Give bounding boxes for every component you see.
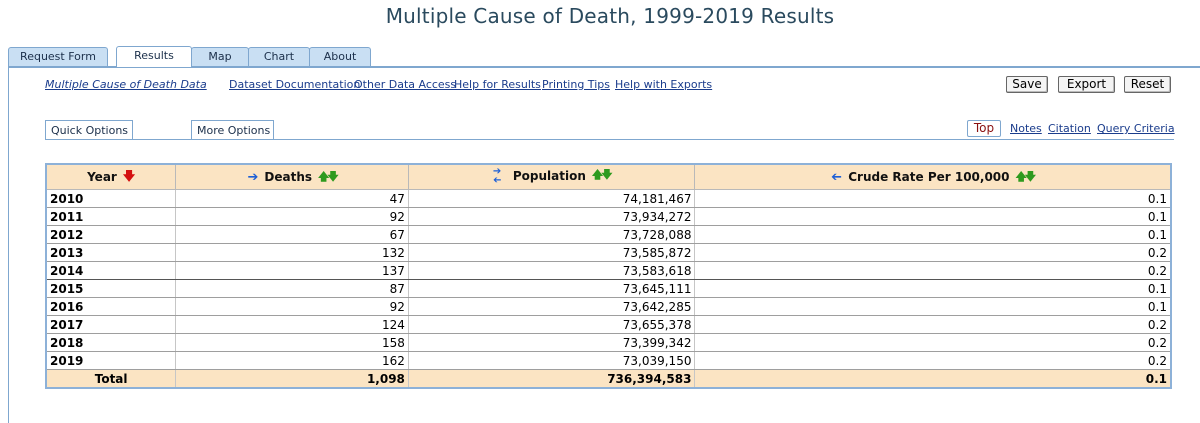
table-row: 2019 162 73,039,150 0.2 — [45, 351, 1172, 370]
year-cell: 2016 — [45, 297, 177, 316]
tab-chart[interactable]: Chart — [248, 47, 310, 66]
help-for-results-link[interactable]: Help for Results — [454, 78, 541, 91]
table-row: 2013 132 73,585,872 0.2 — [45, 243, 1172, 262]
crude-rate-cell: 0.1 — [694, 189, 1172, 208]
population-cell: 73,039,150 — [407, 351, 696, 370]
crude-rate-header-label: Crude Rate Per 100,000 — [848, 170, 1010, 184]
table-row: 2016 92 73,642,285 0.1 — [45, 297, 1172, 316]
deaths-cell: 124 — [175, 315, 409, 334]
page-title: Multiple Cause of Death, 1999-2019 Resul… — [385, 4, 835, 28]
year-cell: 2010 — [45, 189, 177, 208]
options-divider — [46, 139, 1174, 140]
blue-swap-arrows-icon[interactable]: ➔ ➔ — [492, 165, 502, 186]
year-cell: 2013 — [45, 243, 177, 262]
tab-divider — [8, 66, 1200, 68]
population-cell: 73,655,378 — [407, 315, 696, 334]
export-button[interactable]: Export — [1058, 76, 1115, 93]
crude-rate-cell: 0.2 — [694, 315, 1172, 334]
crude-rate-cell: 0.1 — [694, 207, 1172, 226]
table-row: 2012 67 73,728,088 0.1 — [45, 225, 1172, 244]
deaths-header-label: Deaths — [264, 170, 313, 184]
year-cell: 2015 — [45, 279, 177, 298]
year-cell: 2014 — [45, 261, 177, 280]
table-row: 2018 158 73,399,342 0.2 — [45, 333, 1172, 352]
deaths-cell: 87 — [175, 279, 409, 298]
table-row: 2014 137 73,583,618 0.2 — [45, 261, 1172, 280]
total-population-cell: 736,394,583 — [407, 369, 696, 389]
tab-request-form[interactable]: Request Form — [8, 47, 108, 66]
crude-rate-cell: 0.2 — [694, 351, 1172, 370]
year-cell: 2018 — [45, 333, 177, 352]
deaths-cell: 158 — [175, 333, 409, 352]
population-cell: 73,728,088 — [407, 225, 696, 244]
help-with-exports-link[interactable]: Help with Exports — [615, 78, 713, 91]
crude-rate-cell: 0.2 — [694, 261, 1172, 280]
population-header-label: Population — [512, 168, 586, 183]
deaths-cell: 47 — [175, 189, 409, 208]
crude-rate-column-header[interactable]: ➔ Crude Rate Per 100,000 🡅🡇 — [694, 163, 1172, 190]
total-label-cell: Total — [45, 369, 177, 389]
other-data-access-link[interactable]: Other Data Access — [354, 78, 457, 91]
crude-rate-cell: 0.2 — [694, 243, 1172, 262]
reset-button[interactable]: Reset — [1124, 76, 1171, 93]
table-header-row: Year 🡇 ➔ Deaths 🡅🡇 ➔ ➔ Population 🡅🡇 — [45, 163, 1172, 190]
citation-link[interactable]: Citation — [1048, 122, 1091, 135]
dataset-name-link[interactable]: Multiple Cause of Death Data — [45, 78, 207, 91]
printing-tips-link[interactable]: Printing Tips — [542, 78, 610, 91]
tab-results[interactable]: Results — [116, 46, 192, 67]
total-row: Total 1,098 736,394,583 0.1 — [45, 369, 1172, 389]
table-row: 2015 87 73,645,111 0.1 — [45, 279, 1172, 298]
table-row: 2011 92 73,934,272 0.1 — [45, 207, 1172, 226]
deaths-cell: 67 — [175, 225, 409, 244]
green-up-down-arrows-icon[interactable]: 🡅🡇 — [318, 169, 339, 183]
green-up-down-arrows-icon[interactable]: 🡅🡇 — [1015, 169, 1037, 183]
panel-border — [8, 66, 9, 423]
population-cell: 73,934,272 — [407, 207, 696, 226]
deaths-cell: 92 — [175, 207, 409, 226]
year-column-header[interactable]: Year 🡇 — [45, 163, 177, 190]
red-down-arrow-icon[interactable]: 🡇 — [122, 168, 136, 183]
population-cell: 73,645,111 — [407, 279, 696, 298]
blue-right-arrow-icon[interactable]: ➔ — [247, 169, 259, 185]
crude-rate-cell: 0.2 — [694, 333, 1172, 352]
year-cell: 2017 — [45, 315, 177, 334]
deaths-cell: 162 — [175, 351, 409, 370]
population-cell: 73,642,285 — [407, 297, 696, 316]
notes-link[interactable]: Notes — [1010, 122, 1042, 135]
more-options-tab[interactable]: More Options — [191, 120, 274, 140]
total-crude-rate-cell: 0.1 — [694, 369, 1172, 389]
crude-rate-cell: 0.1 — [694, 225, 1172, 244]
year-cell: 2011 — [45, 207, 177, 226]
crude-rate-cell: 0.1 — [694, 279, 1172, 298]
deaths-cell: 132 — [175, 243, 409, 262]
deaths-cell: 92 — [175, 297, 409, 316]
results-table: Year 🡇 ➔ Deaths 🡅🡇 ➔ ➔ Population 🡅🡇 — [45, 163, 1172, 389]
blue-left-arrow-icon[interactable]: ➔ — [831, 169, 843, 185]
population-cell: 73,585,872 — [407, 243, 696, 262]
tab-about[interactable]: About — [309, 47, 371, 66]
crude-rate-cell: 0.1 — [694, 297, 1172, 316]
deaths-cell: 137 — [175, 261, 409, 280]
total-deaths-cell: 1,098 — [175, 369, 409, 389]
population-cell: 73,583,618 — [407, 261, 696, 280]
year-cell: 2012 — [45, 225, 177, 244]
deaths-column-header[interactable]: ➔ Deaths 🡅🡇 — [175, 163, 409, 190]
table-row: 2010 47 74,181,467 0.1 — [45, 189, 1172, 208]
quick-options-tab[interactable]: Quick Options — [45, 120, 133, 140]
population-cell: 74,181,467 — [407, 189, 696, 208]
save-button[interactable]: Save — [1006, 76, 1048, 93]
tab-map[interactable]: Map — [191, 47, 249, 66]
top-button[interactable]: Top — [967, 120, 1001, 137]
green-up-down-arrows-icon[interactable]: 🡅🡇 — [591, 168, 613, 182]
dataset-documentation-link[interactable]: Dataset Documentation — [229, 78, 361, 91]
year-cell: 2019 — [45, 351, 177, 370]
query-criteria-link[interactable]: Query Criteria — [1097, 122, 1175, 135]
table-row: 2017 124 73,655,378 0.2 — [45, 315, 1172, 334]
population-column-header[interactable]: ➔ ➔ Population 🡅🡇 — [407, 163, 696, 190]
year-header-label: Year — [87, 170, 117, 184]
population-cell: 73,399,342 — [407, 333, 696, 352]
